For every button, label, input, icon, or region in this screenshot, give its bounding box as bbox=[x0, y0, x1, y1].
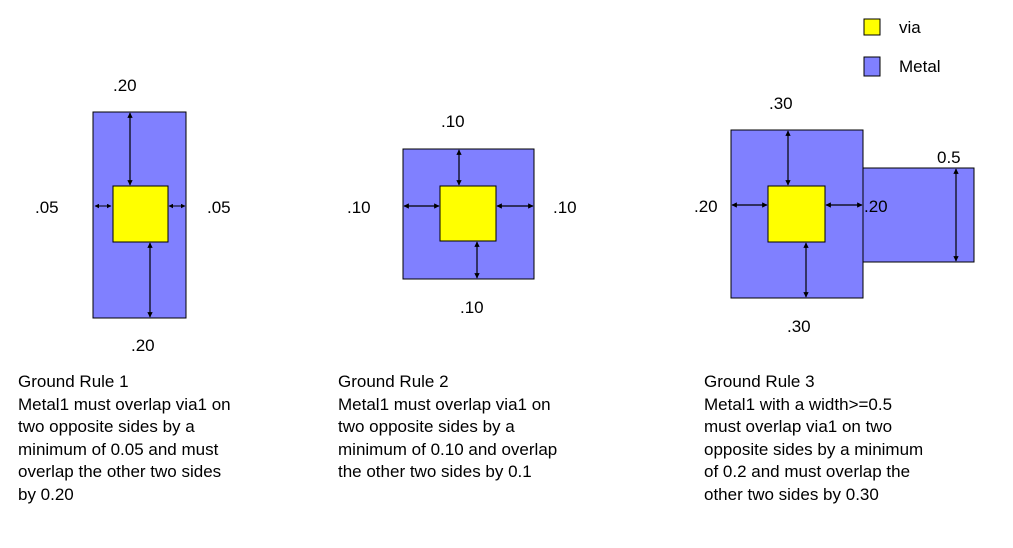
legend-via-label: via bbox=[899, 18, 921, 37]
rule2-caption-line: two opposite sides by a bbox=[338, 417, 515, 436]
legend-metal-swatch bbox=[863, 56, 881, 77]
rule2-caption-line: Metal1 must overlap via1 on bbox=[338, 394, 551, 414]
rule2-via-shape bbox=[439, 185, 497, 242]
rule1-left-dim: .05 bbox=[35, 198, 59, 217]
rule1-title: Ground Rule 1 bbox=[18, 372, 129, 391]
rule3-diagram: .30 .30 .20 .20 0.5 bbox=[694, 94, 975, 336]
legend-via-swatch bbox=[863, 18, 881, 36]
rule1-caption-line: two opposite sides by a bbox=[18, 417, 195, 436]
rule3-caption-line: must overlap via1 on two bbox=[704, 417, 893, 436]
rule2-left-dim: .10 bbox=[347, 198, 371, 217]
rule3-right-dim: .20 bbox=[864, 197, 888, 216]
rule3-bottom-dim: .30 bbox=[787, 317, 811, 336]
legend: via Metal bbox=[863, 18, 941, 77]
rule3-title: Ground Rule 3 bbox=[704, 372, 815, 391]
rule1-caption-line: overlap the other two sides bbox=[18, 462, 222, 481]
rule2-title: Ground Rule 2 bbox=[338, 372, 449, 391]
rule1-caption-line: minimum of 0.05 and must bbox=[18, 439, 219, 459]
rule2-top-dim: .10 bbox=[441, 112, 465, 131]
rule1-caption-line: Metal1 must overlap via1 on bbox=[18, 394, 231, 414]
rule2-caption: Ground Rule 2 Metal1 must overlap via1 o… bbox=[338, 371, 557, 484]
rule3-width-dim: 0.5 bbox=[937, 148, 961, 167]
rule1-right-dim: .05 bbox=[207, 198, 231, 217]
legend-metal-label: Metal bbox=[899, 57, 941, 76]
rule1-caption: Ground Rule 1 Metal1 must overlap via1 o… bbox=[18, 371, 231, 506]
rule2-bottom-dim: .10 bbox=[460, 298, 484, 317]
rule1-caption-line: by 0.20 bbox=[18, 484, 74, 504]
rule1-diagram: .20 .20 .05 .05 bbox=[35, 76, 231, 355]
rule2-caption-line: minimum of 0.10 and overlap bbox=[338, 439, 558, 459]
rule1-via-shape bbox=[112, 185, 169, 243]
rule3-caption-line: Metal1 with a width>=0.5 bbox=[704, 394, 893, 414]
rule2-caption-line: the other two sides by 0.1 bbox=[338, 462, 532, 481]
rule1-bottom-dim: .20 bbox=[131, 336, 155, 355]
rule3-caption: Ground Rule 3 Metal1 with a width>=0.5 m… bbox=[704, 371, 923, 506]
rule3-via-shape bbox=[767, 185, 826, 243]
rule2-right-dim: .10 bbox=[553, 198, 577, 217]
rule1-top-dim: .20 bbox=[113, 76, 137, 95]
rule2-diagram: .10 .10 .10 .10 bbox=[347, 112, 577, 317]
rule3-caption-line: of 0.2 and must overlap the bbox=[704, 462, 911, 481]
rule3-caption-line: opposite sides by a minimum bbox=[704, 439, 924, 459]
rule3-left-dim: .20 bbox=[694, 197, 718, 216]
rule3-caption-line: other two sides by 0.30 bbox=[704, 484, 879, 504]
rule3-top-dim: .30 bbox=[769, 94, 793, 113]
